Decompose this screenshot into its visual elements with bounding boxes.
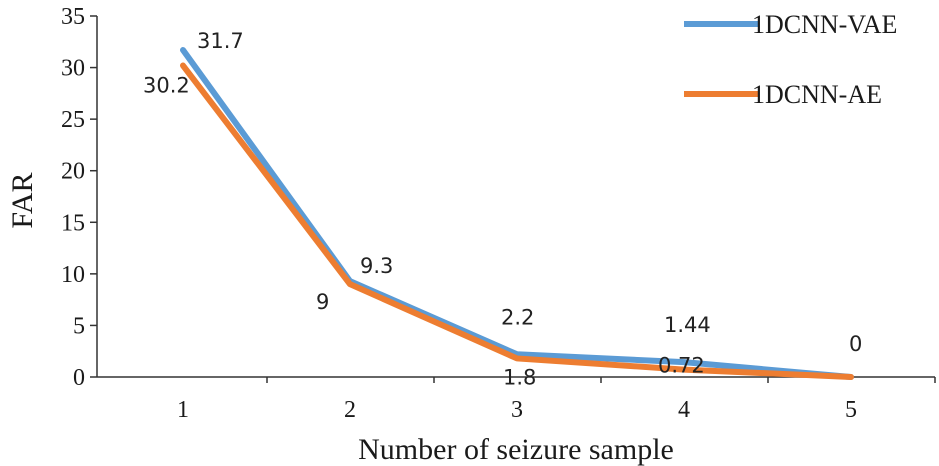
x-axis-title: Number of seizure sample	[358, 433, 674, 466]
data-label-series-2: 9	[316, 290, 329, 314]
y-tick-label: 35	[61, 4, 85, 30]
data-label-series-2: 0.72	[658, 354, 705, 378]
y-tick-label: 10	[61, 262, 85, 288]
series-layer	[180, 47, 854, 380]
axes: 0 5 10 15 20 25 30 35 1 2 3 4 5	[61, 4, 936, 423]
data-label-series-1: 0	[849, 332, 862, 356]
y-tick-label: 5	[73, 313, 85, 339]
x-tick-label: 1	[177, 397, 189, 423]
y-tick-label: 25	[61, 107, 85, 133]
x-ticks: 1 2 3 4 5	[177, 377, 936, 423]
legend-label: 1DCNN-VAE	[752, 10, 897, 39]
y-ticks: 0 5 10 15 20 25 30 35	[61, 4, 97, 391]
series-line-2	[180, 62, 854, 380]
y-tick-label: 20	[61, 159, 85, 185]
data-label-series-1: 31.7	[197, 29, 244, 53]
x-tick-label: 4	[678, 397, 690, 423]
legend: 1DCNN-VAE 1DCNN-AE	[684, 10, 897, 109]
data-labels: 31.7 9.3 2.2 1.44 0 30.2 9 1.8 0.72	[143, 29, 862, 389]
x-tick-label: 3	[511, 397, 523, 423]
x-tick-label: 5	[845, 397, 857, 423]
data-label-series-1: 2.2	[501, 305, 534, 329]
x-tick-label: 2	[344, 397, 356, 423]
y-tick-label: 15	[61, 210, 85, 236]
y-tick-label: 0	[73, 365, 85, 391]
data-label-series-1: 9.3	[360, 254, 393, 278]
data-label-series-1: 1.44	[664, 313, 711, 337]
y-axis-title: FAR	[6, 172, 39, 228]
legend-label: 1DCNN-AE	[752, 80, 882, 109]
y-tick-label: 30	[61, 56, 85, 82]
data-label-series-2: 30.2	[143, 74, 190, 98]
data-label-series-2: 1.8	[503, 365, 536, 389]
